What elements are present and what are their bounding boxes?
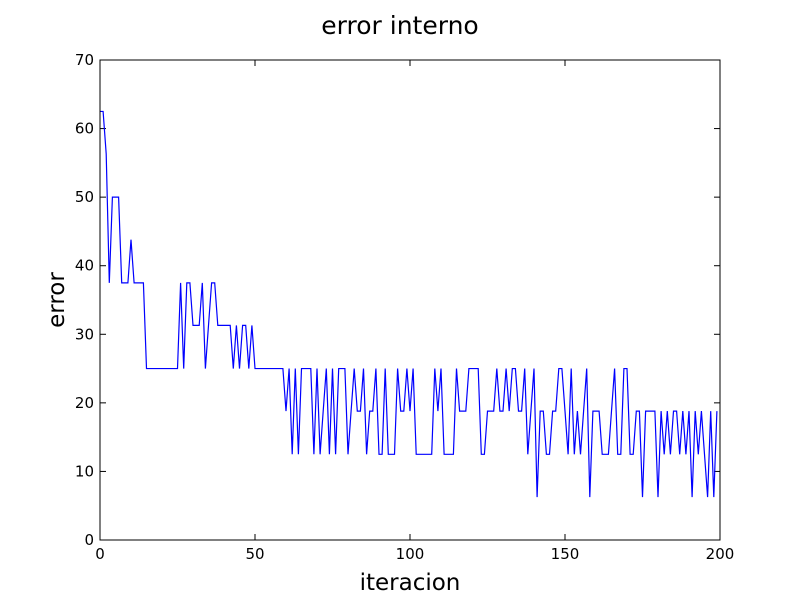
x-axis-title: iteracion [360,570,461,596]
y-tick-label: 60 [75,120,94,138]
axis-tick-labels: 0 50 100 150 200 0 10 20 30 40 50 60 70 [75,51,734,563]
x-tick-label: 100 [396,545,425,563]
chart-title: error interno [321,11,478,40]
y-tick-label: 0 [84,531,94,549]
y-tick-label: 30 [75,325,94,343]
y-tick-label: 20 [75,394,94,412]
y-tick-label: 40 [75,257,94,275]
x-tick-label: 150 [551,545,580,563]
series-layer [100,110,718,498]
x-tick-label: 50 [245,545,264,563]
axis-ticks [99,59,721,541]
y-tick-label: 50 [75,188,94,206]
y-axis-title: error [44,272,70,328]
y-tick-label: 10 [75,462,94,480]
series-line [100,110,718,498]
y-tick-label: 70 [75,51,94,69]
x-tick-label: 200 [706,545,735,563]
plot-frame [99,59,721,541]
x-tick-label: 0 [95,545,105,563]
